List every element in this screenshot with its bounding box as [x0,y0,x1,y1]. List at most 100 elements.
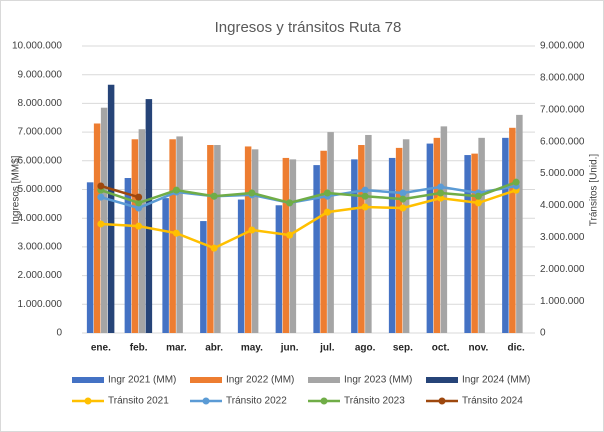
bar [145,99,153,333]
y2-tick-label: 1.000.000 [540,296,585,307]
y2-tick-label: 8.000.000 [540,73,585,84]
line-marker [361,186,369,194]
legend-label: Tránsito 2023 [344,396,405,407]
x-tick-label: oct. [432,343,450,354]
bar [251,149,259,333]
legend-swatch [72,377,104,383]
line [100,184,517,210]
legend-label: Ingr 2023 (MM) [344,375,412,386]
y2-tick-label: 0 [540,328,546,339]
line-marker [512,178,520,186]
line-marker [474,199,482,207]
y2-tick-label: 4.000.000 [540,200,585,211]
bar [93,123,101,334]
line-marker [172,229,180,237]
bar [327,132,334,333]
legend-label: Ingr 2021 (MM) [108,375,176,386]
line-marker [97,182,105,190]
y-tick-label: 3.000.000 [18,242,63,253]
chart-title: Ingresos y tránsitos Ruta 78 [215,19,402,36]
y2-tick-label: 6.000.000 [540,136,585,147]
line [100,188,517,250]
x-tick-label: ene. [91,343,111,354]
y2-tick-label: 3.000.000 [540,232,585,243]
bar [200,221,207,333]
bar [516,114,523,333]
bar [138,129,146,333]
line-marker [248,189,256,197]
bar [433,137,441,333]
bar [440,126,448,333]
bar [320,150,327,333]
x-tick-label: ago. [355,343,376,354]
bar [402,139,410,333]
x-tick-label: may. [241,343,263,354]
line-marker [135,222,143,230]
line-marker [437,194,445,202]
y-tick-label: 6.000.000 [18,155,63,166]
bar [207,145,214,333]
y-tick-label: 10.000.000 [12,41,62,52]
bar [365,134,372,333]
bar [169,139,176,333]
y-tick-label: 9.000.000 [18,69,63,80]
legend-swatch [426,377,458,383]
line-marker [399,204,407,212]
x-tick-label: sep. [393,343,413,354]
line-marker [399,195,407,203]
legend-label: Ingr 2022 (MM) [226,375,294,386]
legend-marker [320,397,328,405]
x-tick-label: abr. [205,343,223,354]
line-marker [399,189,407,197]
line-marker [135,204,143,212]
y-axis-label: Ingresos [MM$] [11,155,22,224]
legend-swatch [190,377,222,383]
bar [471,153,478,333]
bar [162,198,169,333]
legend-marker [438,397,446,405]
line [100,180,517,205]
y-tick-label: 5.000.000 [18,184,63,195]
bar [289,159,297,333]
bar [478,137,485,333]
line-marker [286,199,294,207]
x-tick-label: feb. [130,343,148,354]
line-marker [248,226,256,234]
y2-axis-label: Tránsitos [Unid.] [589,154,600,227]
line-marker [361,203,369,211]
bar [131,139,139,333]
line-marker [437,189,445,197]
bar [237,199,245,333]
legend-label: Tránsito 2024 [462,396,523,407]
bar [502,137,509,333]
line-marker [361,192,369,200]
bar [351,159,358,333]
line-marker [97,193,105,201]
bar [124,178,132,333]
bar [464,155,471,333]
bar [214,145,221,333]
legend-marker [202,397,210,405]
line-marker [97,220,105,228]
y2-tick-label: 9.000.000 [540,41,585,52]
bar [395,147,403,333]
y-tick-label: 4.000.000 [18,213,63,224]
line-marker [323,189,331,197]
x-tick-label: mar. [166,343,187,354]
line-marker [135,193,143,201]
y2-tick-label: 7.000.000 [540,104,585,115]
bar [388,157,396,333]
line-marker [286,231,294,239]
bar [358,145,365,333]
line-marker [323,208,331,216]
line-marker [210,192,218,200]
x-tick-label: jun. [280,343,299,354]
y2-tick-label: 5.000.000 [540,168,585,179]
line-marker [210,244,218,252]
legend-label: Ingr 2024 (MM) [462,375,530,386]
line [100,184,139,199]
bar [244,146,252,333]
bar [426,143,434,333]
line-marker [437,183,445,191]
legend-label: Tránsito 2022 [226,396,287,407]
